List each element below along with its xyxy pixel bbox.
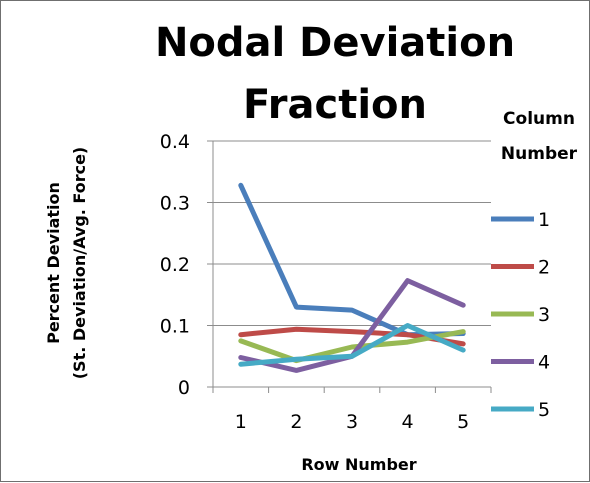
legend-title-line-1: Column [503, 109, 575, 129]
y-axis-label-line-2: (St. Deviation/Avg. Force) [70, 147, 89, 380]
legend: Column Number 1 2 3 4 5 [491, 109, 578, 421]
chart-title: Nodal Deviation Fraction [155, 20, 515, 128]
axes [207, 140, 492, 393]
legend-label: 5 [538, 399, 550, 421]
x-tick-label: 5 [457, 411, 469, 433]
y-tick-label: 0.2 [160, 254, 190, 276]
series-line-5 [238, 323, 466, 367]
y-tick-label: 0.3 [160, 193, 190, 215]
legend-label: 4 [538, 352, 550, 374]
x-tick-label: 4 [402, 411, 414, 433]
x-tick-label: 2 [290, 411, 302, 433]
x-tick-label: 3 [346, 411, 358, 433]
y-axis-label: Percent Deviation (St. Deviation/Avg. Fo… [44, 147, 89, 380]
legend-label: 1 [538, 209, 550, 231]
x-tick-label: 1 [235, 411, 247, 433]
series-line-3 [238, 329, 466, 364]
chart-title-line-1: Nodal Deviation [155, 20, 515, 66]
gridlines [213, 140, 491, 326]
y-tick-label: 0.1 [160, 316, 190, 338]
y-axis-label-line-1: Percent Deviation [44, 182, 63, 344]
series-line-1 [238, 182, 466, 338]
y-tick-labels: 0 0.1 0.2 0.3 0.4 [160, 131, 190, 399]
chart-title-line-2: Fraction [243, 82, 427, 128]
legend-title-line-2: Number [501, 144, 578, 164]
x-axis-label: Row Number [301, 455, 416, 474]
x-tick-labels: 1 2 3 4 5 [235, 411, 469, 433]
y-tick-label: 0 [178, 377, 190, 399]
y-tick-label: 0.4 [160, 131, 190, 153]
legend-label: 2 [538, 257, 550, 279]
legend-label: 3 [538, 304, 550, 326]
series-lines [238, 182, 466, 373]
